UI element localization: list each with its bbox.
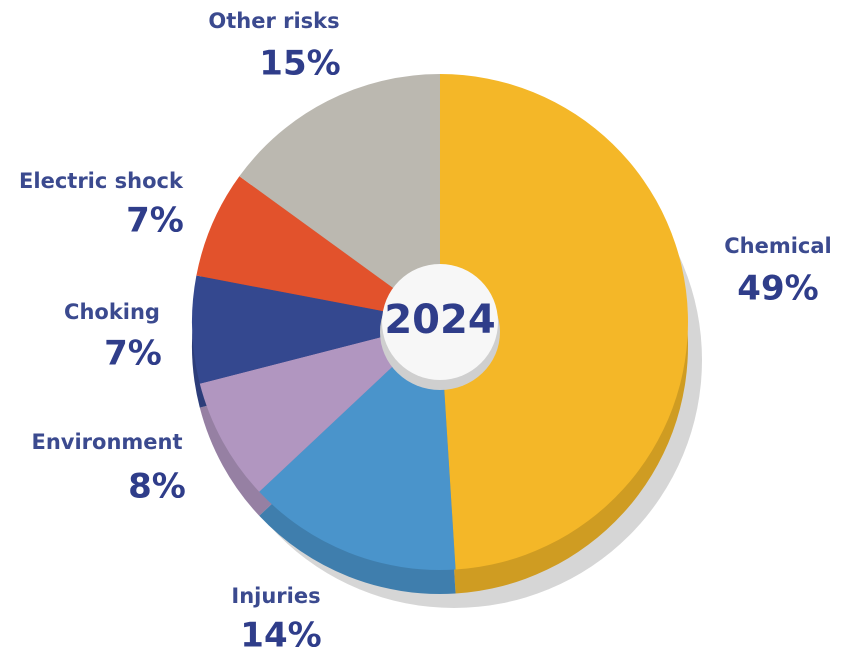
slice: [199, 322, 440, 492]
slice: [192, 275, 440, 384]
category-label: Other risks: [208, 9, 339, 33]
value-label: 14%: [240, 616, 321, 653]
category-label: Electric shock: [19, 169, 184, 193]
value-label: 49%: [737, 269, 818, 309]
slice: [239, 74, 440, 322]
value-label: 7%: [126, 201, 184, 241]
slice: [259, 322, 456, 570]
value-label: 8%: [128, 467, 186, 507]
slice: [440, 74, 688, 570]
center-disc: [382, 264, 498, 380]
value-label: 7%: [104, 334, 162, 374]
category-label: Choking: [64, 300, 160, 324]
slice: [196, 176, 440, 322]
category-label: Injuries: [231, 584, 320, 608]
value-label: 15%: [259, 44, 340, 84]
category-label: Environment: [31, 430, 182, 454]
category-label: Chemical: [724, 234, 832, 258]
center-label: 2024: [384, 297, 495, 343]
